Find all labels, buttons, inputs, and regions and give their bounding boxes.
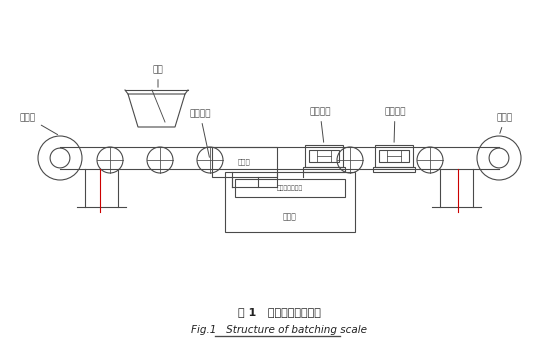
Text: 称重显示控制器: 称重显示控制器 xyxy=(277,185,303,191)
Text: 图 1   配料秤的组成结构: 图 1 配料秤的组成结构 xyxy=(238,307,320,317)
Bar xyxy=(212,147,277,177)
Text: 供桥箱: 供桥箱 xyxy=(238,159,251,165)
Text: 料斗: 料斗 xyxy=(153,65,163,87)
Bar xyxy=(375,145,413,167)
Bar xyxy=(225,172,355,232)
Bar xyxy=(303,167,345,172)
Bar xyxy=(305,145,343,167)
Text: 平行托辊: 平行托辊 xyxy=(190,109,211,157)
Bar xyxy=(235,179,345,197)
Text: 称重托辊: 称重托辊 xyxy=(384,107,406,142)
Text: 后滚筒: 后滚筒 xyxy=(20,113,58,135)
Text: Fig.1   Structure of batching scale: Fig.1 Structure of batching scale xyxy=(191,325,367,335)
Text: 前滚筒: 前滚筒 xyxy=(497,113,513,133)
Text: 称重托辊: 称重托辊 xyxy=(309,107,331,142)
Bar xyxy=(373,167,415,172)
Bar xyxy=(309,150,339,162)
Bar xyxy=(379,150,409,162)
Text: 控制柜: 控制柜 xyxy=(283,212,297,222)
